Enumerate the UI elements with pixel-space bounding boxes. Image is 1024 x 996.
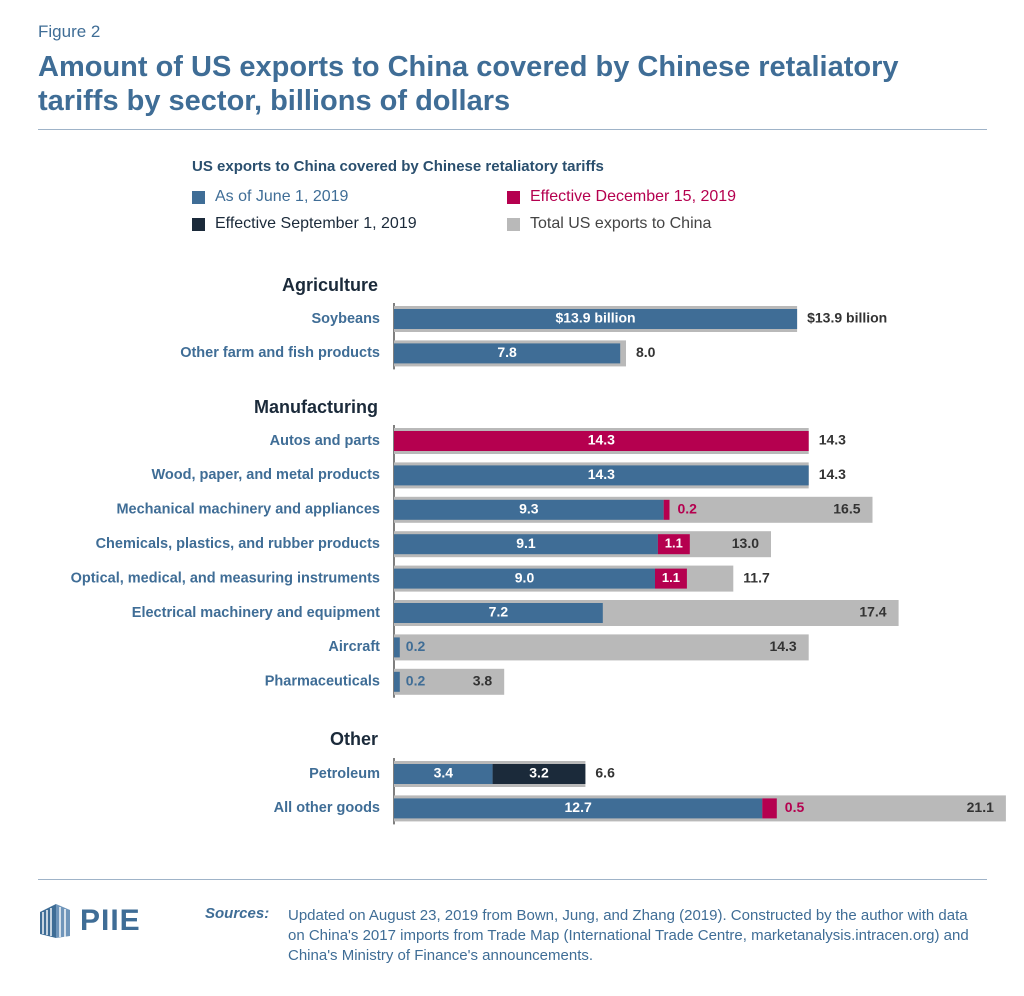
data-label-total: 6.6 — [595, 765, 615, 781]
legend-swatch-total — [507, 217, 520, 231]
bar-june — [394, 465, 809, 486]
bar-total — [394, 668, 505, 695]
legend: US exports to China covered by Chinese r… — [192, 158, 832, 232]
data-label-june: 12.7 — [565, 799, 592, 815]
category-label: Electrical machinery and equipment — [132, 605, 380, 621]
category-label: Petroleum — [309, 766, 380, 782]
data-label-total: 17.4 — [859, 604, 886, 620]
bar-june — [394, 499, 664, 520]
group-heading-other: Other — [330, 729, 378, 749]
piie-building-icon — [40, 904, 70, 938]
data-label-december: 14.3 — [588, 432, 615, 448]
data-label-june: 9.1 — [516, 535, 536, 551]
bar-june — [394, 764, 493, 784]
data-label-december: 1.1 — [662, 570, 680, 585]
legend-item-september: Effective September 1, 2019 — [192, 215, 417, 233]
data-label-june: 14.3 — [588, 466, 615, 482]
data-label-september: 3.2 — [529, 765, 549, 781]
legend-swatch-december — [507, 190, 520, 204]
legend-swatch-june — [192, 190, 205, 204]
chart-title: Amount of US exports to China covered by… — [38, 51, 899, 117]
piie-logo: PIIE — [38, 902, 141, 940]
data-label-june: 0.2 — [406, 638, 426, 654]
bar-june — [394, 637, 400, 658]
bar-june — [394, 343, 621, 364]
category-label: All other goods — [274, 800, 380, 816]
data-label-total: 13.0 — [732, 535, 759, 551]
legend-item-december: Effective December 15, 2019 — [507, 188, 736, 206]
data-label-june: 9.3 — [519, 501, 539, 517]
bar-june — [394, 798, 763, 819]
bar-june — [394, 603, 603, 623]
legend-label-total: Total US exports to China — [530, 215, 712, 232]
bar-chart: Agriculture Soybeans $13.9 billion $13.9 bi… — [71, 275, 1006, 825]
category-label: Other farm and fish products — [180, 345, 380, 361]
data-label-total: 14.3 — [819, 466, 846, 482]
bar-june — [394, 671, 400, 692]
data-label-december: 1.1 — [665, 536, 683, 551]
footer-divider — [38, 879, 987, 880]
category-label: Chemicals, plastics, and rubber products — [96, 536, 380, 552]
data-label-total: $13.9 billion — [807, 310, 887, 326]
legend-label-june: As of June 1, 2019 — [215, 188, 349, 205]
bar-december — [762, 798, 777, 819]
data-label-june: 0.2 — [406, 673, 426, 689]
category-label: Optical, medical, and measuring instrume… — [71, 570, 380, 586]
category-label: Wood, paper, and metal products — [151, 467, 380, 483]
legend-item-total: Total US exports to China — [507, 215, 711, 233]
category-label: Soybeans — [312, 311, 381, 327]
data-label-june: 9.0 — [515, 569, 535, 585]
data-label-june: $13.9 billion — [555, 310, 635, 326]
title-divider — [38, 129, 987, 130]
data-label-total: 3.8 — [473, 673, 493, 689]
data-label-total: 11.7 — [743, 569, 770, 585]
category-label: Autos and parts — [270, 433, 380, 449]
bar-june — [394, 568, 655, 589]
footer: PIIE Sources: Updated on August 23, 2019… — [0, 880, 1024, 996]
bar-december — [663, 499, 670, 520]
legend-label-december: Effective December 15, 2019 — [530, 188, 737, 205]
data-label-december: 0.2 — [678, 501, 698, 517]
sources-label: Sources: — [205, 905, 270, 922]
bar-december — [657, 534, 690, 555]
logo-text: PIIE — [80, 904, 141, 937]
data-label-total: 21.1 — [967, 799, 994, 815]
data-label-december: 0.5 — [785, 799, 805, 815]
legend-title: US exports to China covered by Chinese r… — [192, 158, 604, 175]
category-label: Mechanical machinery and appliances — [116, 502, 380, 518]
bar-total — [394, 634, 809, 661]
data-label-june: 3.4 — [434, 765, 454, 781]
bar-december — [655, 568, 687, 589]
data-label-june: 7.8 — [497, 344, 517, 360]
data-label-total: 14.3 — [819, 432, 846, 448]
legend-item-june: As of June 1, 2019 — [192, 188, 348, 206]
legend-swatch-september — [192, 217, 205, 231]
legend-label-september: Effective September 1, 2019 — [215, 215, 417, 232]
bar-december — [394, 431, 809, 451]
data-label-total: 8.0 — [636, 344, 656, 360]
figure-label: Figure 2 — [38, 22, 101, 41]
data-label-total: 14.3 — [769, 638, 796, 654]
sources-text: Updated on August 23, 2019 from Bown, Ju… — [288, 907, 969, 964]
category-label: Pharmaceuticals — [265, 674, 380, 690]
group-heading-manufacturing: Manufacturing — [254, 397, 378, 417]
bar-september — [492, 764, 586, 784]
group-heading-agriculture: Agriculture — [282, 275, 378, 295]
data-label-total: 16.5 — [833, 501, 860, 517]
bar-june — [394, 534, 658, 555]
category-label: Aircraft — [328, 639, 380, 655]
data-label-june: 7.2 — [489, 604, 509, 620]
bar-june — [394, 309, 798, 329]
